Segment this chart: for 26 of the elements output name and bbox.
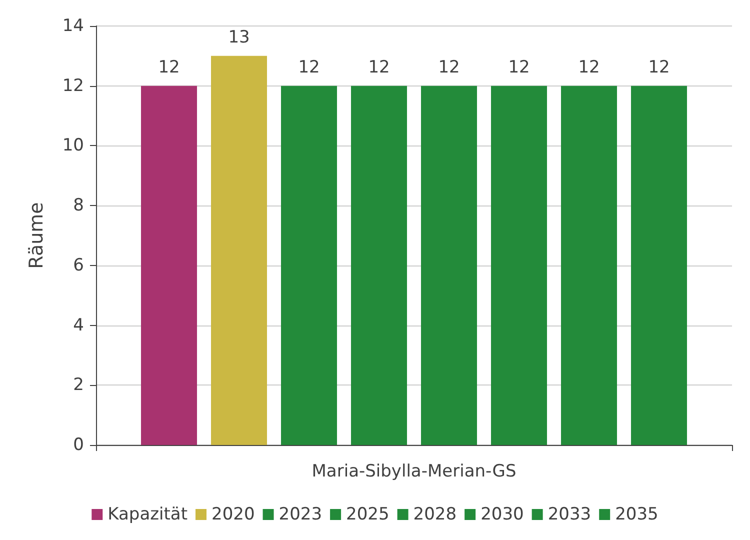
legend-label: 2033 xyxy=(548,504,592,524)
y-tick-label: 6 xyxy=(73,255,84,276)
y-tick-label: 12 xyxy=(62,76,84,96)
data-label: 12 xyxy=(438,57,460,78)
legend-label: 2023 xyxy=(278,504,322,524)
legend-label: 2028 xyxy=(413,504,457,524)
legend-label: 2025 xyxy=(346,504,390,524)
data-label: 13 xyxy=(228,27,250,48)
x-tick-label: Maria-Sibylla-Merian-GS xyxy=(312,462,516,482)
y-tick-label: 4 xyxy=(73,315,84,336)
y-tick-label: 0 xyxy=(73,435,84,455)
legend-label: 2020 xyxy=(212,504,255,524)
data-label: 12 xyxy=(158,57,180,78)
legend-label: Kapazität xyxy=(108,504,188,524)
data-label: 12 xyxy=(368,57,390,78)
y-tick-label: 2 xyxy=(73,375,84,396)
y-tick-label: 10 xyxy=(62,136,84,156)
data-label: 12 xyxy=(298,57,320,78)
data-label: 12 xyxy=(508,57,530,78)
y-axis-title: Räume xyxy=(26,202,48,269)
legend-label: 2035 xyxy=(615,504,658,524)
y-tick-label: 14 xyxy=(62,16,84,36)
data-label: 12 xyxy=(578,57,600,78)
data-label: 12 xyxy=(648,57,670,78)
y-tick-label: 8 xyxy=(73,196,84,216)
legend-label: 2030 xyxy=(480,504,524,524)
